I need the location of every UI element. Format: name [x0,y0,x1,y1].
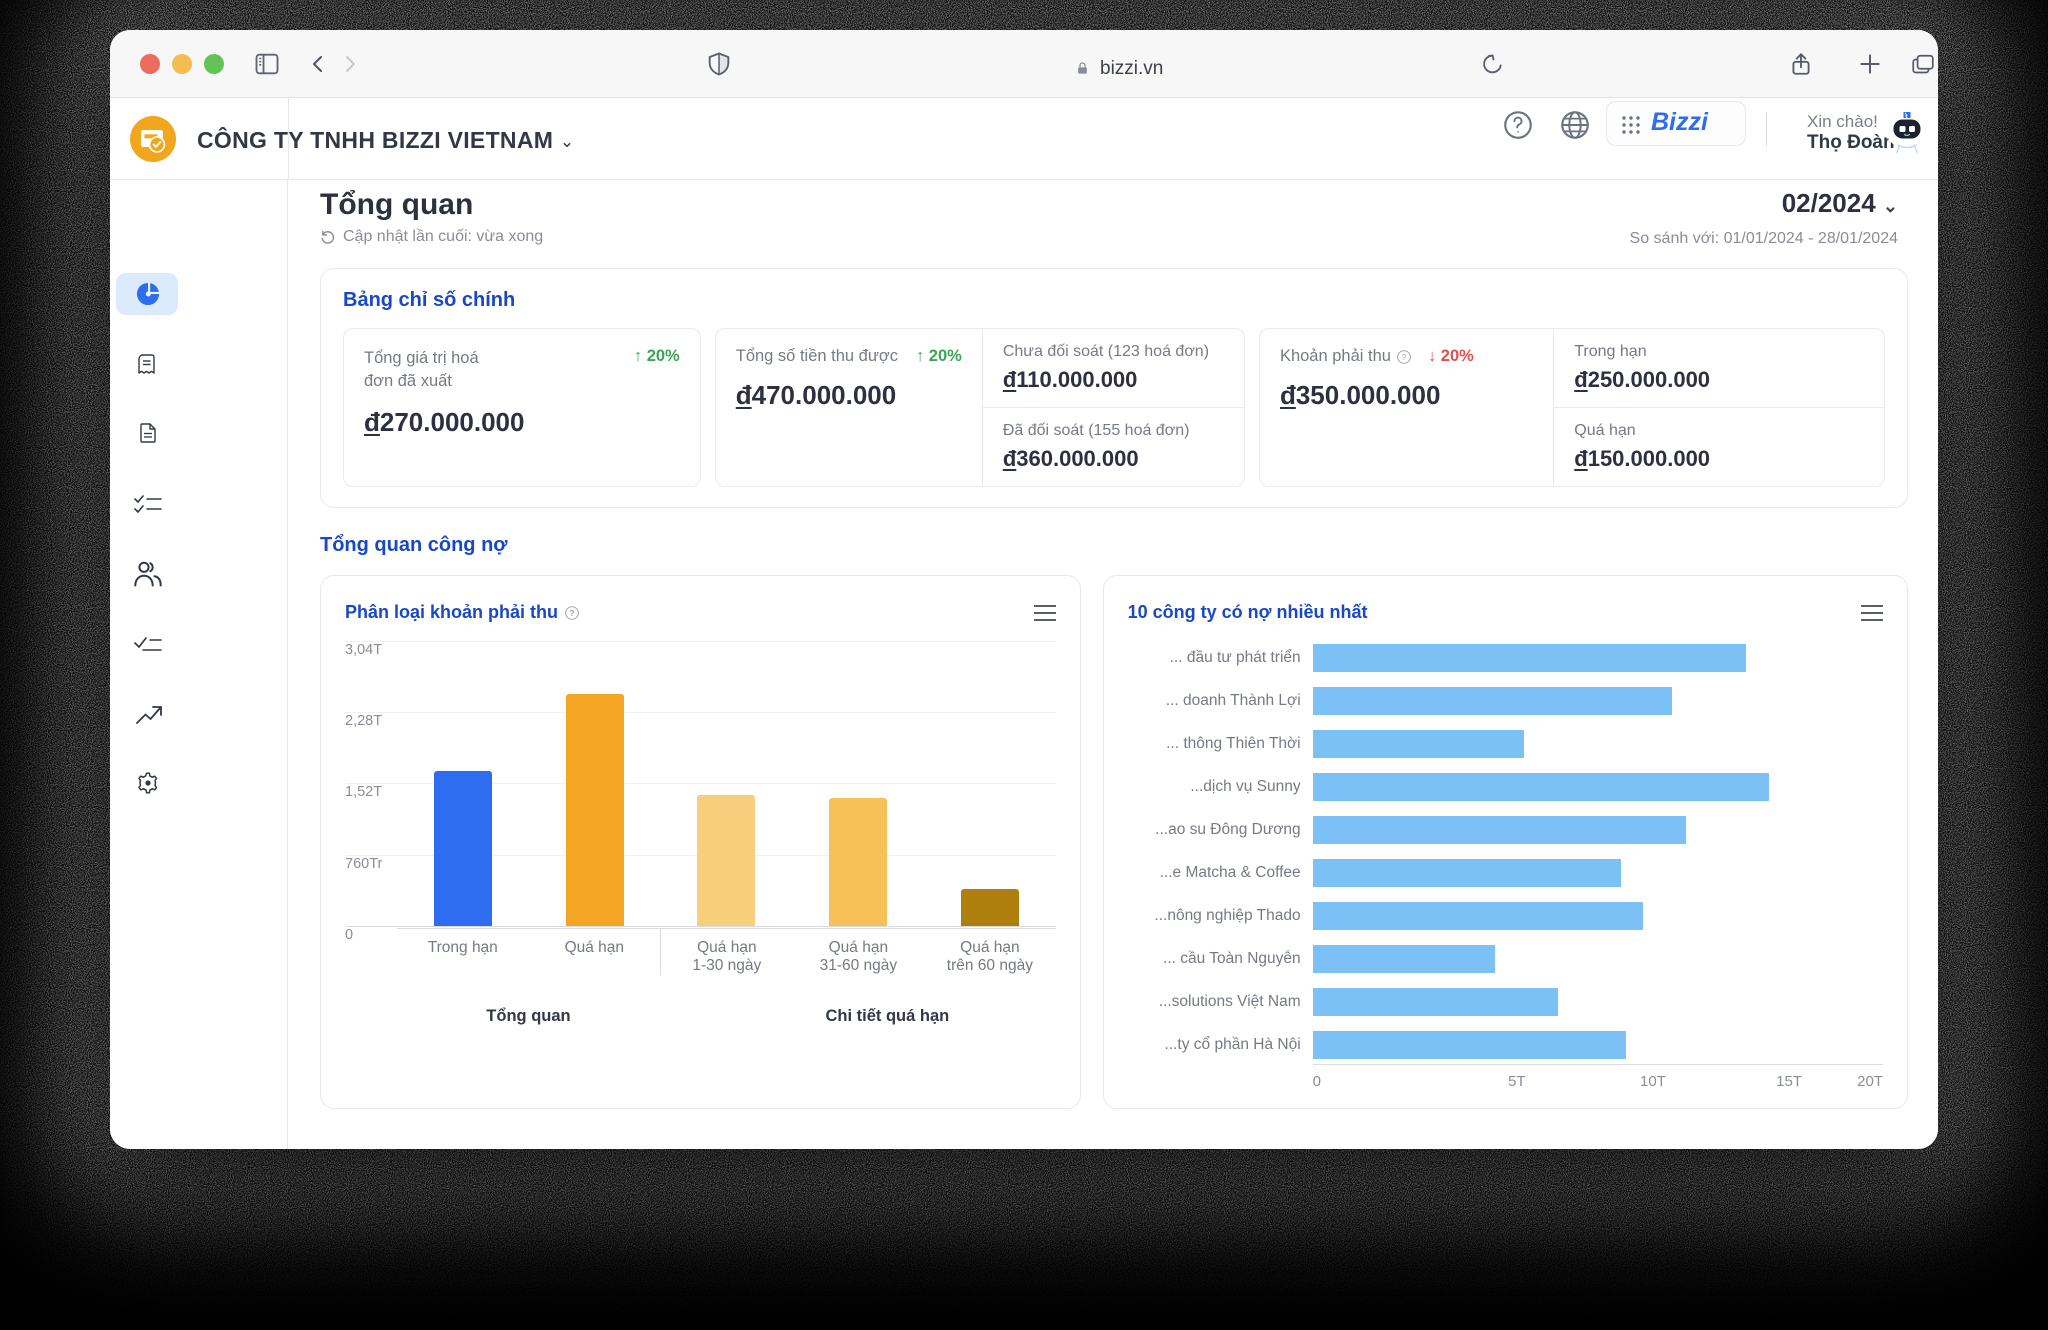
svg-text:?: ? [570,609,575,618]
svg-text:?: ? [1402,353,1407,362]
